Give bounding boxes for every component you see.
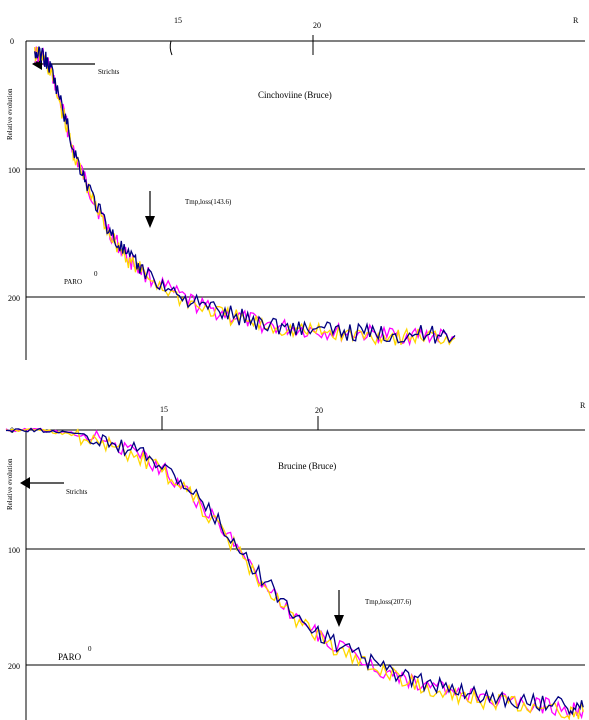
chart-panel-top: 15 20 R 0 100 200 Relative evolution Cin… xyxy=(6,16,585,360)
start-arrow-head-icon xyxy=(32,58,42,70)
series-line xyxy=(34,46,456,344)
y-tick-label: 200 xyxy=(8,294,20,303)
series-group-top xyxy=(34,46,456,347)
series-line xyxy=(5,427,584,720)
chart-title: Cinchoviine (Bruce) xyxy=(258,90,332,100)
param-superscript: 0 xyxy=(88,645,92,653)
start-arrow-head-icon xyxy=(20,477,30,489)
x-tick-label: R xyxy=(573,16,579,25)
series-line xyxy=(34,46,456,347)
x-tick-label: 15 xyxy=(160,405,168,414)
series-line xyxy=(34,46,456,346)
param-label: PARO xyxy=(64,278,82,286)
series-group-bottom xyxy=(5,427,584,720)
chart-title: Brucine (Bruce) xyxy=(278,461,336,471)
y-axis-label: Relative evolution xyxy=(6,88,14,140)
y-tick-label: 100 xyxy=(8,546,20,555)
y-tick-label: 100 xyxy=(8,166,20,175)
series-line xyxy=(5,427,584,716)
x-tick-mark-15 xyxy=(169,40,173,56)
y-axis-label: Relative evolution xyxy=(6,458,14,510)
param-label: PARO xyxy=(58,652,82,662)
y-tick-label: 200 xyxy=(8,662,20,671)
mid-arrow-head-icon xyxy=(334,615,344,627)
x-tick-label: 20 xyxy=(315,406,323,415)
mid-annotation: Tmp,loss(143.6) xyxy=(185,198,232,206)
x-tick-label: 20 xyxy=(313,21,321,30)
start-annotation: Strichts xyxy=(98,68,120,76)
mid-arrow-head-icon xyxy=(145,216,155,228)
x-tick-label: R xyxy=(580,401,586,410)
chart-panel-bottom: 15 20 R 0 100 200 Relative evolution Bru… xyxy=(5,401,586,720)
param-superscript: 0 xyxy=(94,270,98,278)
y-tick-label: 0 xyxy=(10,37,14,46)
series-line xyxy=(5,428,584,720)
x-tick-label: 15 xyxy=(174,16,182,25)
start-annotation: Strichts xyxy=(66,488,88,496)
mid-annotation: Tmp,loss(207.6) xyxy=(365,598,412,606)
